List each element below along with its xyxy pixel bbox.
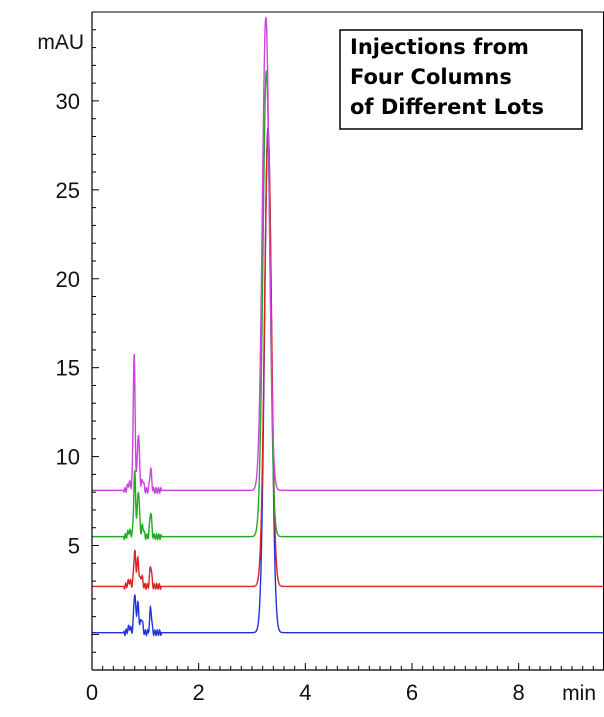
y-unit-label: mAU [37, 31, 84, 54]
y-tick-label: 25 [56, 178, 80, 203]
title-line-1: Injections from [350, 35, 529, 59]
y-tick-label: 10 [56, 445, 80, 470]
x-tick-label: 6 [406, 680, 418, 705]
title-box-border [339, 29, 583, 130]
y-tick-label: 5 [68, 534, 80, 559]
y-minor-ticks [92, 11, 99, 671]
series-line-4 [92, 17, 604, 495]
series-line-2 [92, 132, 604, 591]
axes-layer: 5 10 15 20 25 30 0 2 4 6 8 mAU min [37, 11, 604, 705]
chart-title-box: Injections from Four Columns of Differen… [339, 29, 583, 130]
y-tick-label: 15 [56, 356, 80, 381]
title-line-2: Four Columns [350, 65, 512, 89]
x-tick-labels: 0 2 4 6 8 [86, 680, 525, 705]
title-line-3: of Different Lots [350, 95, 544, 119]
x-tick-label: 4 [299, 680, 311, 705]
x-tick-label: 2 [193, 680, 205, 705]
x-tick-label: 8 [513, 680, 525, 705]
x-tick-label: 0 [86, 680, 98, 705]
x-unit-label: min [562, 682, 596, 705]
series-layer [92, 17, 604, 637]
y-tick-label: 20 [56, 267, 80, 292]
series-line-1 [92, 127, 604, 637]
x-minor-ticks [91, 663, 604, 670]
y-tick-labels: 5 10 15 20 25 30 [56, 89, 80, 559]
series-line-3 [92, 70, 604, 541]
y-tick-label: 30 [56, 89, 80, 114]
